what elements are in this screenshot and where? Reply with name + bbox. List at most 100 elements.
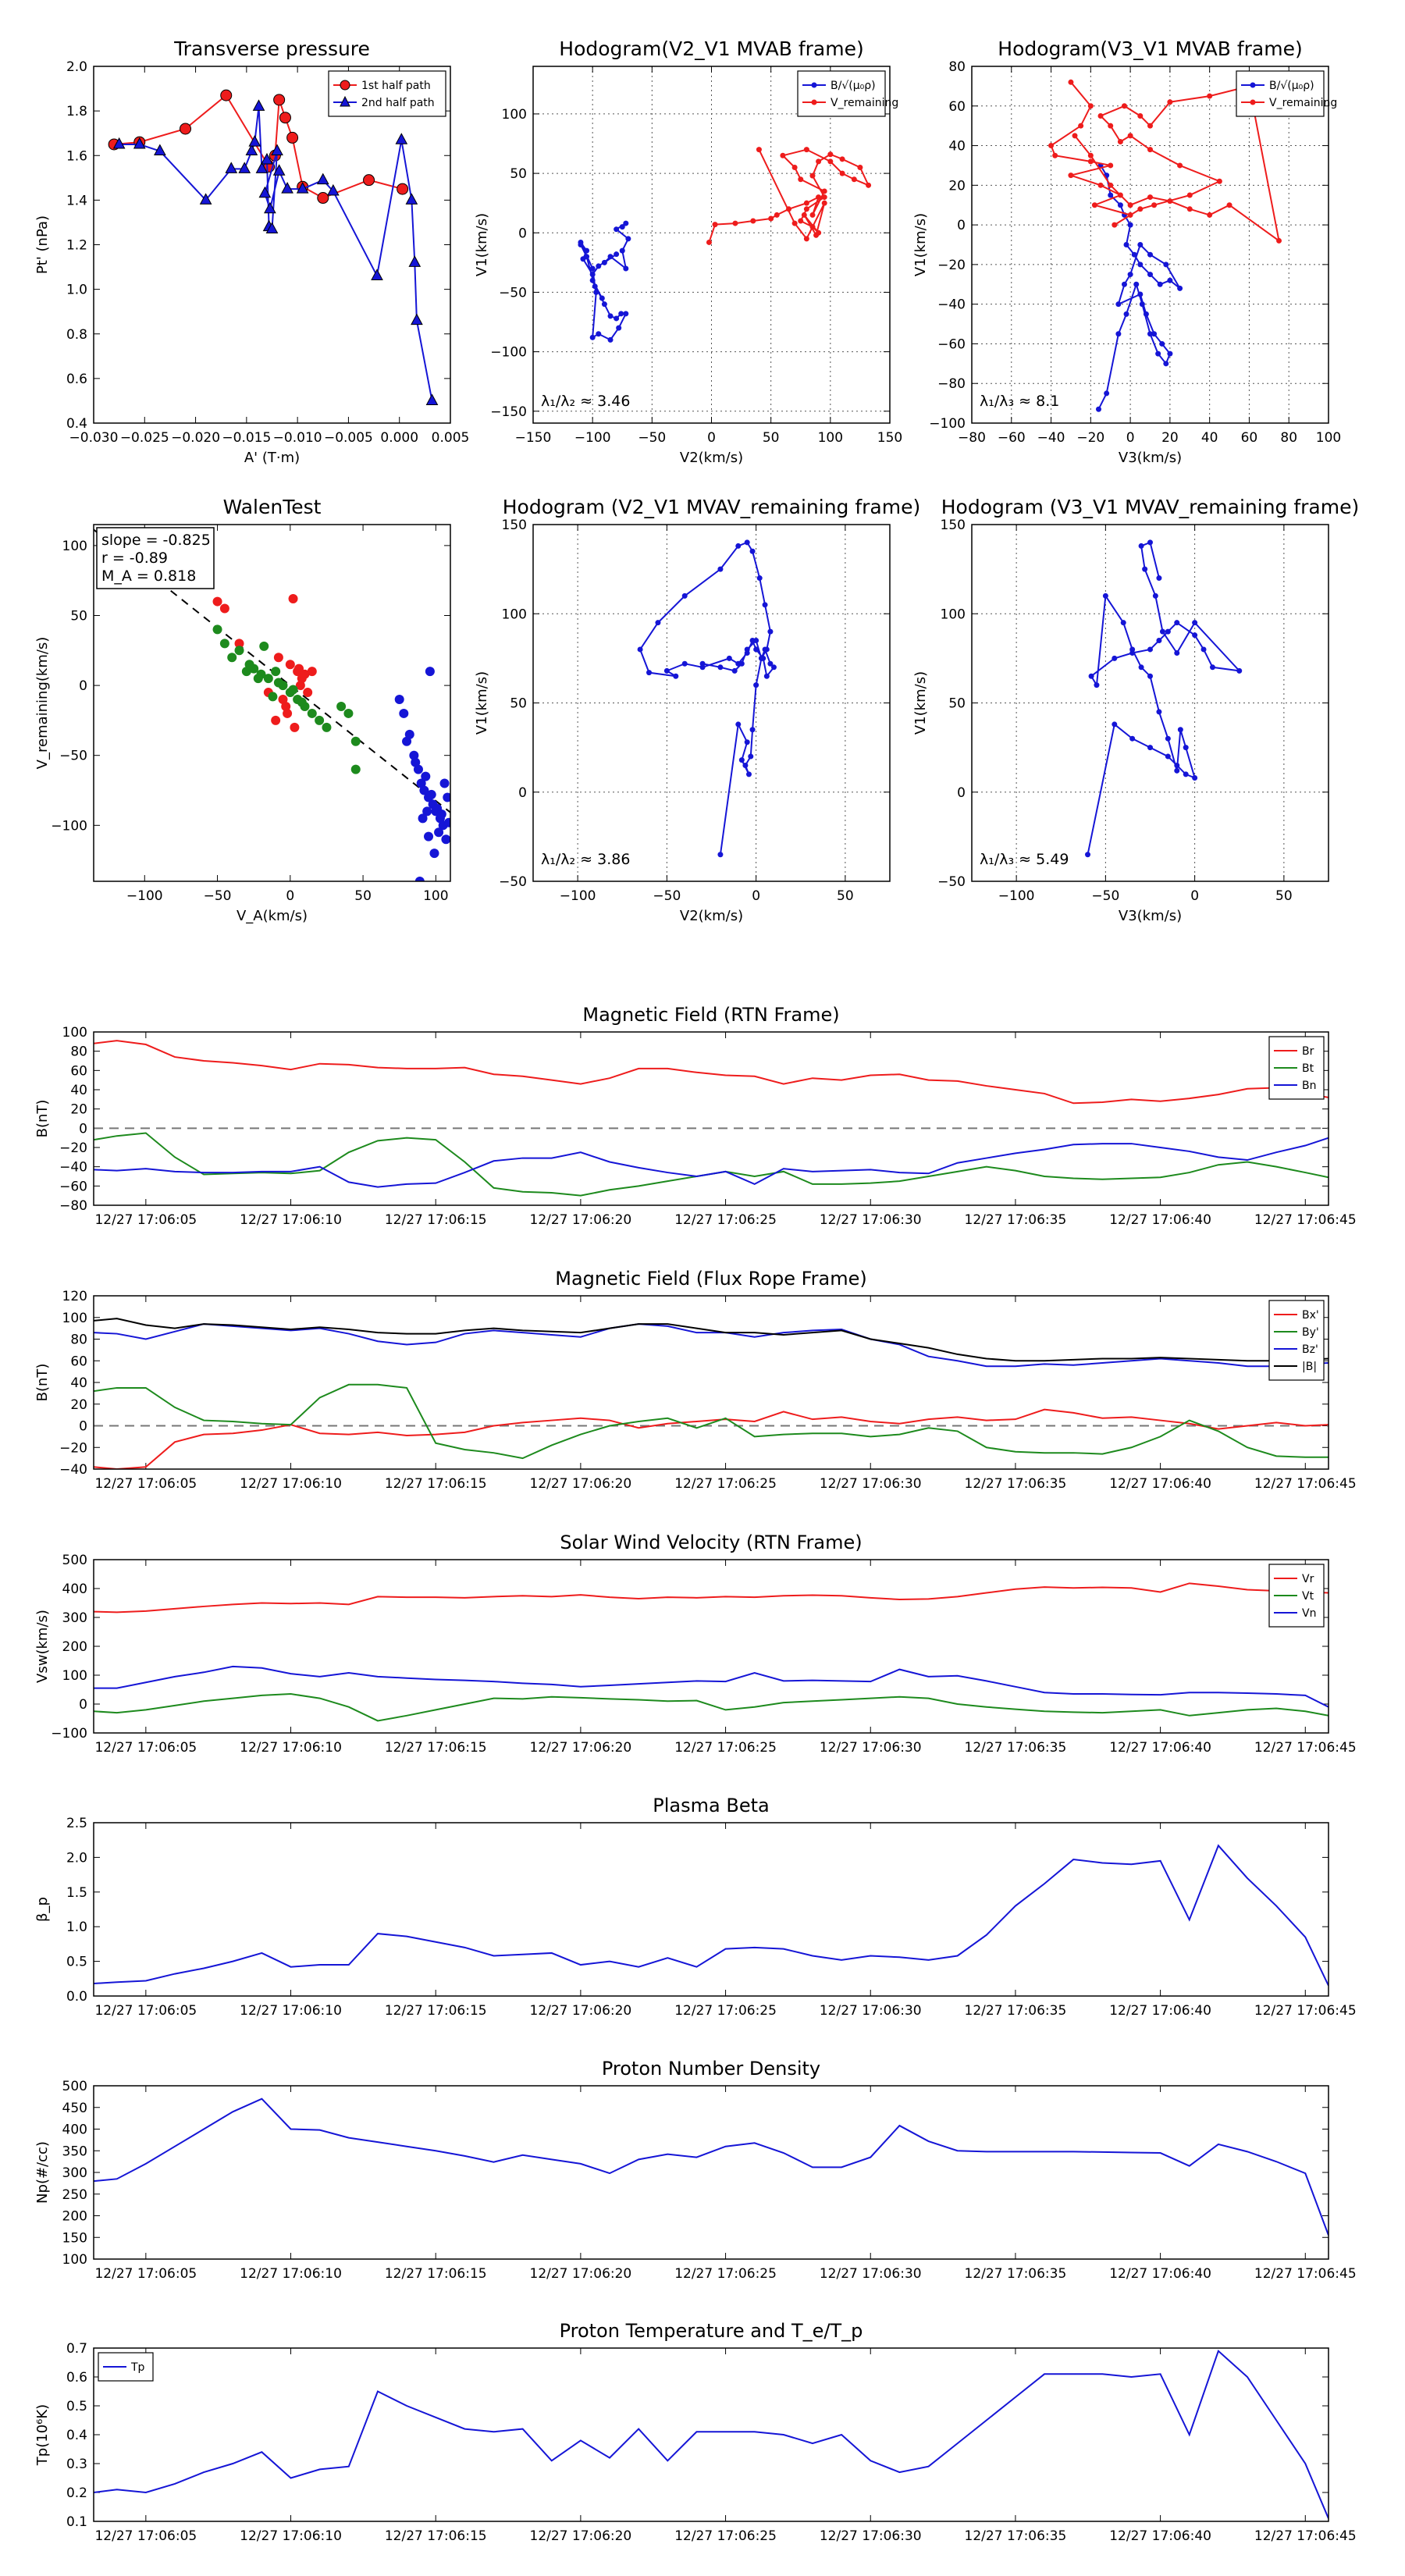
y-tick-label: 500	[62, 2079, 87, 2094]
y-axis-label: V1(km/s)	[474, 213, 490, 276]
chart-title: Hodogram (V2_V1 MVAV_remaining frame)	[503, 496, 921, 518]
data-point	[1167, 277, 1173, 283]
data-point	[238, 162, 251, 173]
x-axis-label: V3(km/s)	[1119, 908, 1182, 924]
y-tick-label: −150	[490, 404, 527, 420]
data-point	[112, 137, 126, 149]
chart-title: Solar Wind Velocity (RTN Frame)	[560, 1532, 862, 1553]
x-tick-label: 12/27 17:06:20	[530, 1476, 632, 1492]
data-point	[623, 220, 629, 226]
y-tick-label: 100	[62, 2252, 87, 2268]
data-point	[1127, 272, 1133, 278]
x-tick-label: 12/27 17:06:05	[94, 2528, 197, 2544]
data-point	[350, 764, 361, 774]
data-layer	[1048, 79, 1282, 412]
data-point	[1165, 735, 1171, 742]
y-tick-label: 0.4	[66, 2428, 87, 2443]
data-layer	[94, 1582, 1329, 1722]
x-tick-label: 100	[1316, 430, 1341, 446]
data-point	[623, 265, 629, 272]
data-point	[1123, 242, 1129, 247]
data-point	[180, 123, 192, 135]
data-point	[1226, 202, 1232, 208]
data-point	[1138, 664, 1144, 671]
data-point	[1078, 123, 1084, 129]
data-point	[791, 220, 798, 226]
data-point	[821, 188, 827, 194]
y-tick-label: 1.4	[66, 193, 87, 208]
data-point	[343, 708, 354, 718]
x-tick-label: 12/27 17:06:20	[530, 2266, 632, 2282]
data-point	[419, 785, 429, 795]
x-tick-label: −0.010	[273, 430, 322, 446]
series-line-Bx'	[94, 1408, 1329, 1469]
chart-title: Magnetic Field (Flux Rope Frame)	[555, 1268, 866, 1290]
chart-title: WalenTest	[223, 496, 322, 518]
data-point	[1108, 192, 1114, 198]
data-point	[1174, 762, 1180, 768]
data-point	[584, 254, 590, 260]
data-point	[234, 646, 244, 656]
data-point	[1174, 650, 1180, 656]
y-tick-label: 100	[62, 1025, 87, 1041]
data-point	[798, 176, 804, 183]
data-point	[786, 206, 792, 212]
data-point	[1127, 222, 1133, 228]
data-point	[596, 263, 602, 269]
x-tick-label: 50	[1275, 888, 1293, 904]
data-point	[821, 194, 827, 201]
y-tick-label: 20	[948, 178, 966, 194]
x-tick-label: 12/27 17:06:30	[820, 2266, 922, 2282]
data-point	[1152, 592, 1158, 599]
data-point	[327, 183, 340, 196]
series-line-By'	[94, 1383, 1329, 1460]
data-point	[336, 701, 347, 711]
data-point	[294, 664, 304, 674]
data-point	[1207, 212, 1213, 218]
data-point	[1216, 178, 1222, 184]
x-tick-label: 12/27 17:06:05	[94, 1740, 197, 1756]
data-point	[839, 156, 845, 162]
annotation-line: M_A = 0.818	[101, 568, 196, 585]
data-point	[1127, 202, 1133, 208]
y-tick-label: −100	[490, 345, 527, 361]
data-point	[749, 727, 756, 733]
chart-title: Hodogram(V3_V1 MVAB frame)	[998, 37, 1302, 60]
data-point	[1115, 301, 1122, 308]
x-tick-label: −50	[1091, 888, 1119, 904]
y-tick-label: −80	[59, 1198, 87, 1214]
data-point	[1052, 152, 1058, 158]
data-point	[1183, 745, 1189, 751]
data-point	[1156, 638, 1162, 644]
y-axis-label: Vsw(km/s)	[34, 1610, 51, 1683]
y-tick-label: 500	[62, 1553, 87, 1568]
data-point	[592, 283, 598, 290]
data-layer	[1085, 539, 1243, 858]
data-point	[234, 639, 244, 649]
legend-box	[797, 70, 886, 117]
data-point	[219, 603, 229, 614]
data-point	[1094, 682, 1100, 688]
data-point	[409, 750, 419, 760]
data-point	[1167, 198, 1173, 205]
y-tick-label: 0.5	[66, 1955, 87, 1970]
data-point	[416, 778, 426, 788]
chart-title: Hodogram (V3_V1 MVAV_remaining frame)	[941, 496, 1360, 518]
data-point	[774, 212, 780, 218]
chart-title: Hodogram(V2_V1 MVAB frame)	[559, 37, 863, 60]
data-point	[402, 736, 412, 746]
y-tick-label: −60	[937, 336, 966, 352]
x-tick-label: 12/27 17:06:35	[965, 1740, 1067, 1756]
x-tick-label: 12/27 17:06:40	[1109, 2266, 1211, 2282]
series-line-Tp	[94, 2349, 1329, 2519]
data-point	[1147, 123, 1153, 129]
chart-title: Proton Number Density	[602, 2058, 820, 2080]
data-point	[439, 778, 450, 788]
data-point	[1137, 262, 1144, 268]
data-layer	[637, 539, 777, 858]
data-point	[767, 660, 774, 667]
chart-np: Proton Number Density 12/27 17:06:05 12/27…	[34, 2058, 1357, 2282]
y-tick-label: 400	[62, 2122, 87, 2138]
data-point	[607, 313, 614, 319]
legend-marker	[1250, 82, 1256, 88]
